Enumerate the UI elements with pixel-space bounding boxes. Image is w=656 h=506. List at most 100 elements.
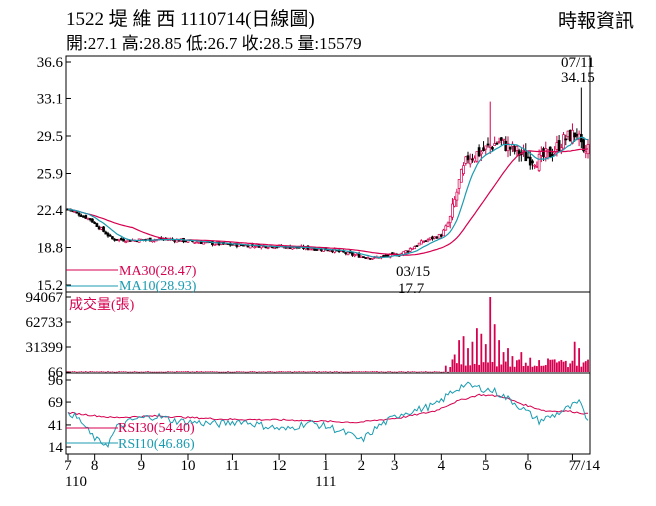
volume-bar: [509, 366, 512, 372]
volume-bar: [91, 371, 94, 372]
volume-bar: [533, 365, 536, 372]
candle-body: [308, 248, 312, 251]
volume-bar: [471, 341, 474, 372]
volume-bar: [355, 371, 358, 372]
candle-body: [97, 226, 101, 230]
candle-body: [117, 238, 121, 241]
candle-body: [368, 257, 372, 260]
candle-body: [482, 147, 485, 151]
candle-body: [344, 252, 348, 254]
volume-bar: [460, 364, 463, 372]
volume-bar: [187, 371, 189, 372]
volume-bar: [535, 366, 538, 372]
x-tick-label: 5: [482, 458, 490, 474]
candle-body: [557, 140, 561, 152]
candle-body: [91, 218, 94, 223]
volume-bar: [293, 371, 296, 372]
volume-bar: [384, 371, 387, 373]
volume-bar: [229, 371, 232, 373]
candle-body: [457, 179, 461, 189]
candle-body: [242, 244, 245, 247]
candle-body: [468, 158, 472, 165]
candle-body: [471, 158, 474, 161]
candle-body: [113, 238, 117, 241]
volume-bar: [413, 371, 416, 372]
volume-bar: [435, 371, 438, 373]
moving-average-lines: [67, 136, 589, 259]
rsi30-legend: RSI30(54.40): [118, 421, 195, 436]
candle-body: [466, 155, 470, 161]
high-value-label: 34.15: [561, 70, 595, 86]
volume-bar: [244, 371, 247, 373]
candle-body: [573, 132, 577, 138]
volume-y-tick-label: 62733: [26, 315, 64, 331]
x-tick-label: 7: [64, 458, 72, 474]
volume-legend: 成交量(張): [69, 296, 135, 313]
volume-bar: [415, 371, 418, 373]
x-tick-label: 9: [138, 458, 146, 474]
volume-bar: [324, 371, 327, 372]
volume-bar: [142, 371, 145, 373]
candle-body: [351, 252, 354, 256]
rsi-lines: [67, 381, 589, 449]
candle-body: [119, 238, 123, 241]
volume-bar: [169, 371, 172, 373]
volume-bar: [438, 371, 441, 373]
volume-bar: [193, 371, 196, 373]
x-year-label-end: 111: [315, 474, 336, 490]
volume-bar: [264, 371, 267, 373]
volume-bar: [167, 371, 169, 372]
volume-bar: [209, 371, 212, 372]
volume-bar: [204, 371, 207, 372]
candle-body: [433, 236, 437, 239]
volume-bar: [538, 360, 541, 372]
candle-body: [446, 222, 450, 227]
candle-body: [411, 247, 414, 250]
volume-bar: [291, 371, 294, 373]
volume-bar: [109, 371, 112, 373]
volume-bar: [162, 371, 165, 373]
candle-body: [542, 148, 545, 157]
volume-bar: [464, 365, 467, 372]
candle-body: [437, 234, 441, 239]
volume-bar: [287, 371, 289, 372]
volume-bar: [342, 371, 345, 373]
volume-bar: [191, 371, 194, 372]
volume-bar: [111, 371, 114, 373]
candle-body: [193, 241, 197, 244]
candle-body: [415, 245, 419, 247]
candle-body: [459, 169, 463, 183]
volume-bar: [273, 371, 276, 373]
candle-body: [479, 151, 483, 155]
candle-body: [537, 153, 541, 171]
volume-bar: [347, 371, 349, 373]
candle-body: [564, 138, 568, 141]
volume-bar: [344, 371, 347, 373]
price-y-tick-label: 25.9: [37, 167, 63, 183]
volume-bar: [198, 371, 201, 373]
candle-body: [128, 240, 132, 242]
volume-bar: [195, 371, 198, 372]
candle-body: [328, 250, 332, 252]
rsi-y-tick-label: 69: [48, 395, 63, 411]
volume-bar: [255, 371, 258, 373]
volume-bar: [553, 359, 556, 372]
source-label: 時報資訊: [557, 11, 634, 32]
chart-title: 1522 堤 維 西 1110714(日線圖): [66, 9, 315, 30]
volume-bar: [364, 371, 367, 372]
volume-bar: [115, 371, 118, 373]
volume-bar: [373, 371, 376, 372]
volume-bar: [527, 365, 529, 372]
volume-bar: [211, 371, 214, 372]
volume-bar: [307, 371, 309, 373]
candle-body: [84, 215, 88, 219]
ma10-legend: MA10(28.93): [119, 279, 197, 294]
volume-bar: [260, 371, 263, 373]
volume-bar: [242, 371, 245, 373]
volume-bar: [424, 371, 427, 372]
volume-bar: [140, 371, 143, 373]
candle-body: [371, 257, 374, 260]
candle-body: [493, 143, 497, 146]
volume-bar: [95, 371, 98, 373]
